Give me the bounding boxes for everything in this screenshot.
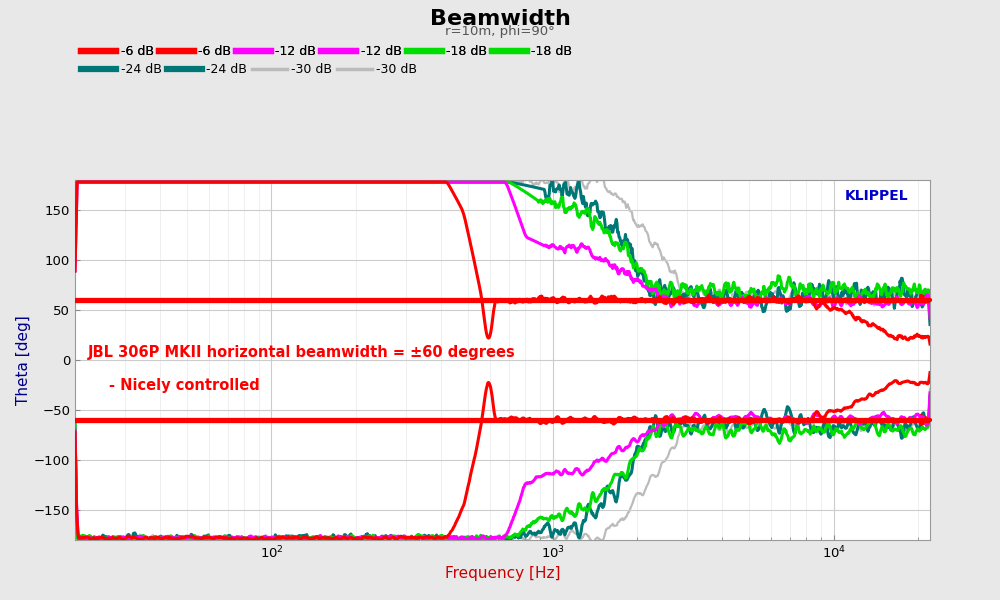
Text: - Nicely controlled: - Nicely controlled [109,378,260,392]
Y-axis label: Theta [deg]: Theta [deg] [16,315,31,405]
Legend: -6 dB, -6 dB, -12 dB, -12 dB, -18 dB, -18 dB: -6 dB, -6 dB, -12 dB, -12 dB, -18 dB, -1… [81,45,572,58]
Text: KLIPPEL: KLIPPEL [845,189,909,203]
Text: r=10m, phi=90°: r=10m, phi=90° [445,25,555,38]
X-axis label: Frequency [Hz]: Frequency [Hz] [445,566,560,581]
Legend: -24 dB, -24 dB, -30 dB, -30 dB: -24 dB, -24 dB, -30 dB, -30 dB [81,63,418,76]
Text: Beamwidth: Beamwidth [430,9,570,29]
Text: JBL 306P MKII horizontal beamwidth = ±60 degrees: JBL 306P MKII horizontal beamwidth = ±60… [88,345,516,360]
